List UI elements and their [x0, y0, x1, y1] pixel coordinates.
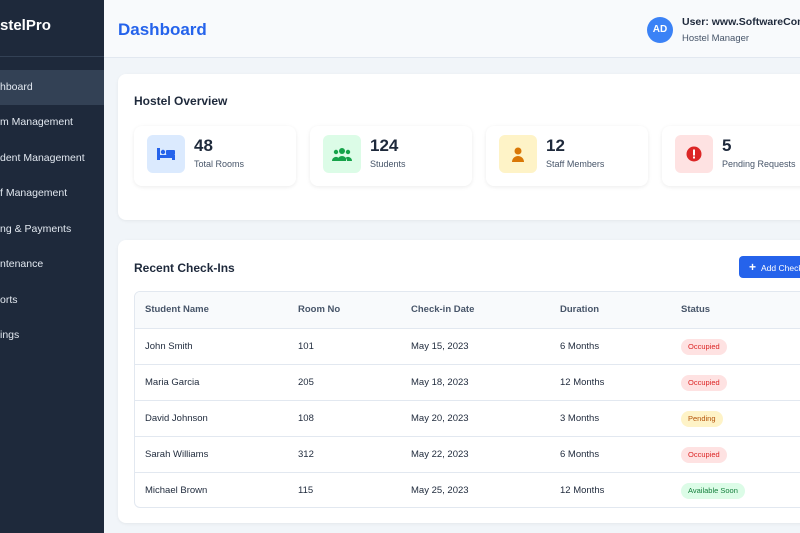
table-cell: 101	[298, 341, 314, 352]
divider	[0, 56, 104, 57]
status-badge: Occupied	[681, 447, 727, 463]
table-cell: John Smith	[145, 341, 193, 352]
status-cell: Occupied	[681, 437, 727, 473]
table-cell: May 18, 2023	[411, 377, 469, 388]
stat-icon	[147, 135, 185, 173]
stat-card: 12 Staff Members	[486, 126, 648, 186]
table-cell: May 15, 2023	[411, 341, 469, 352]
table-row: Michael Brown 115 May 25, 2023 12 Months Ava…	[135, 472, 800, 507]
table-cell: David Johnson	[145, 413, 208, 424]
page-title: Dashboard	[118, 20, 207, 39]
stat-icon	[323, 135, 361, 173]
table-cell: 312	[298, 449, 314, 460]
add-button[interactable]: + Add Check	[739, 256, 800, 278]
nav-item[interactable]: ings	[0, 329, 20, 341]
button-label: Add Check	[761, 263, 800, 273]
section-title: Recent Check-Ins	[134, 261, 235, 275]
stat-label: Pending Requests	[722, 159, 796, 169]
table-row: Maria Garcia 205 May 18, 2023 12 Months Occu…	[135, 364, 800, 400]
table-cell: 3 Months	[560, 413, 600, 424]
stat-label: Students	[370, 159, 406, 169]
table-cell: 6 Months	[560, 449, 600, 460]
table-cell: 12 Months	[560, 485, 605, 496]
avatar[interactable]: AD	[647, 17, 673, 43]
stat-value: 48	[194, 136, 213, 155]
table: Student Name Room No Check-in Date Duration…	[134, 291, 800, 508]
nav-item[interactable]: hboard	[0, 70, 104, 105]
column-header: Check-in Date	[411, 304, 475, 315]
stat-label: Total Rooms	[194, 159, 245, 169]
table-cell: May 25, 2023	[411, 485, 469, 496]
section-title: Hostel Overview	[134, 94, 228, 108]
stat-label: Staff Members	[546, 159, 605, 169]
table-row: David Johnson 108 May 20, 2023 3 Months Pend…	[135, 400, 800, 436]
nav-item[interactable]: ng & Payments	[0, 223, 72, 235]
stat-icon	[675, 135, 713, 173]
table-cell: Michael Brown	[145, 485, 208, 496]
table-cell: May 22, 2023	[411, 449, 469, 460]
table-cell: Sarah Williams	[145, 449, 209, 460]
nav-item[interactable]: dent Management	[0, 152, 85, 164]
table-header: Student Name Room No Check-in Date Duration…	[135, 292, 800, 328]
column-header: Duration	[560, 304, 600, 315]
table-cell: Maria Garcia	[145, 377, 200, 388]
column-header: Room No	[298, 304, 341, 315]
column-header: Student Name	[145, 304, 209, 315]
table-cell: 108	[298, 413, 314, 424]
table-cell: 115	[298, 485, 314, 496]
sidebar: stelPro hboard m Management dent Managemen…	[0, 0, 104, 533]
table-cell: 6 Months	[560, 341, 600, 352]
stat-icon	[499, 135, 537, 173]
status-cell: Occupied	[681, 365, 727, 401]
status-cell: Occupied	[681, 329, 727, 365]
logo: stelPro	[0, 17, 51, 34]
stat-card: 48 Total Rooms	[134, 126, 296, 186]
user-role: Hostel Manager	[682, 33, 750, 44]
status-badge: Occupied	[681, 375, 727, 391]
table-cell: May 20, 2023	[411, 413, 469, 424]
table-row: John Smith 101 May 15, 2023 6 Months Occupie…	[135, 328, 800, 364]
nav-item[interactable]: f Management	[0, 187, 68, 199]
stat-value: 124	[370, 136, 399, 155]
table-cell: 205	[298, 377, 314, 388]
table-cell: 12 Months	[560, 377, 605, 388]
column-header: Status	[681, 304, 711, 315]
stat-value: 12	[546, 136, 565, 155]
header	[104, 0, 800, 58]
status-badge: Available Soon	[681, 483, 745, 499]
nav-item[interactable]: orts	[0, 294, 18, 306]
status-badge: Pending	[681, 411, 723, 427]
status-badge: Occupied	[681, 339, 727, 355]
stat-card: 5 Pending Requests	[662, 126, 800, 186]
user-name: User: www.SoftwareCom	[682, 16, 800, 28]
status-cell: Available Soon	[681, 473, 745, 507]
plus-icon: +	[749, 260, 757, 274]
nav-item[interactable]: m Management	[0, 116, 73, 128]
stat-value: 5	[722, 136, 732, 155]
stat-card: 124 Students	[310, 126, 472, 186]
status-cell: Pending	[681, 401, 723, 437]
table-row: Sarah Williams 312 May 22, 2023 6 Months Occ…	[135, 436, 800, 472]
nav-item[interactable]: ntenance	[0, 258, 44, 270]
